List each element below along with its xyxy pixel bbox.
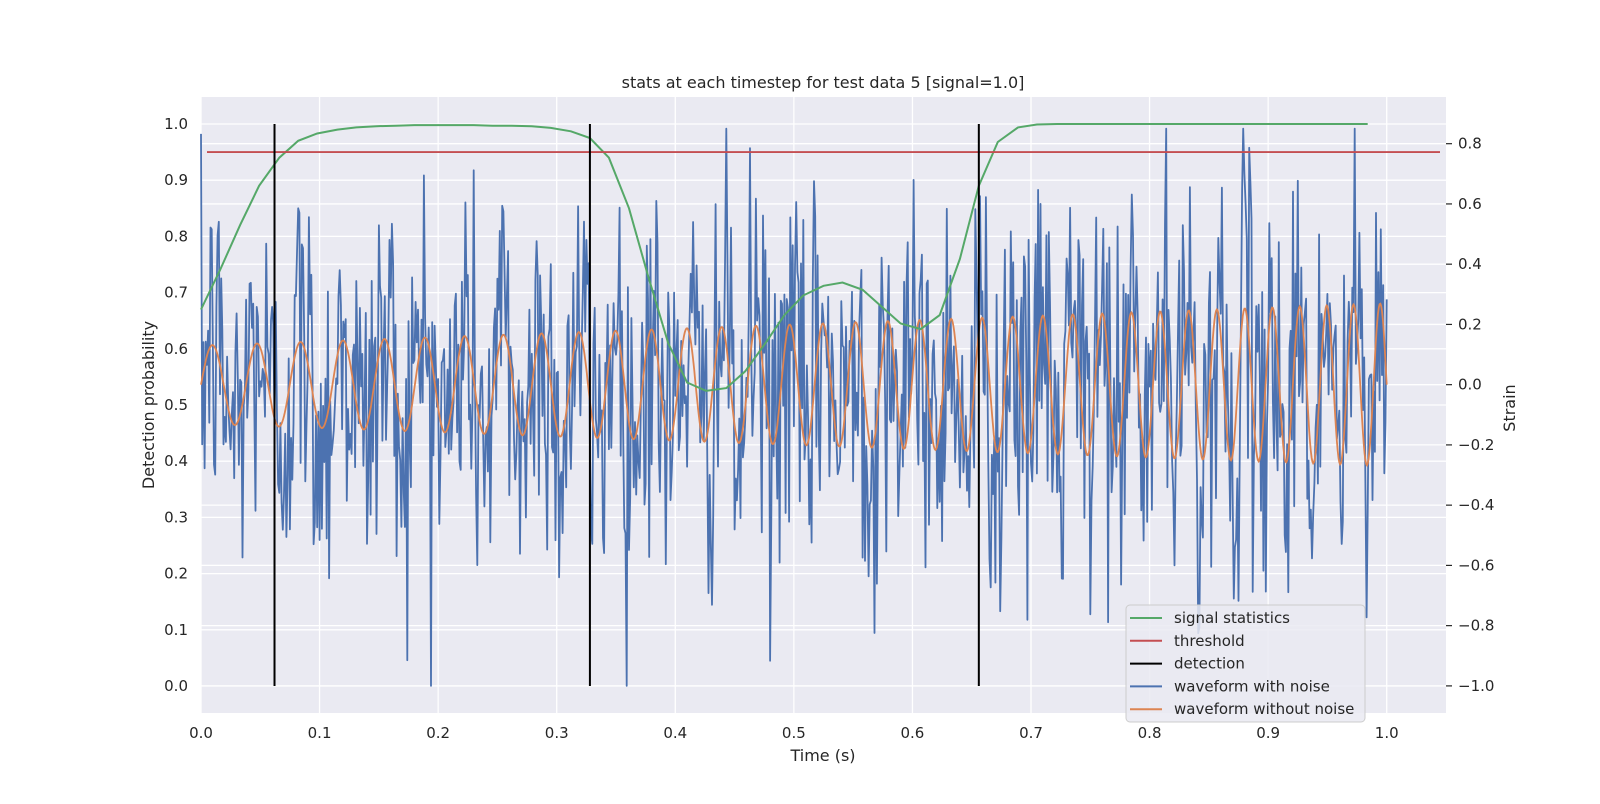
y-tick-label: 0.5: [164, 396, 188, 414]
x-tick-label: 0.5: [782, 724, 806, 742]
y2-tick-label: −0.8: [1458, 617, 1494, 635]
series-line-waveform-with-noise: [200, 127, 1388, 687]
y-tick-label: 1.0: [164, 115, 188, 133]
legend-label: detection: [1174, 655, 1245, 673]
chart-title: stats at each timestep for test data 5 […: [622, 73, 1025, 92]
x-tick-label: 0.9: [1256, 724, 1280, 742]
y2-tick-label: −0.6: [1458, 556, 1494, 574]
axis-layer: 0.0 0.1 0.2 0.3 0.4 0.5 0.6 0.7 0.8 0.9 1.0 0.0 0.1 0…: [164, 115, 1494, 742]
x-tick-label: 0.3: [545, 724, 569, 742]
y-tick-label: 0.0: [164, 677, 188, 695]
legend-label: threshold: [1174, 632, 1245, 650]
legend-label: waveform without noise: [1174, 700, 1354, 718]
x-tick-label: 1.0: [1375, 724, 1399, 742]
x-tick-label: 0.0: [189, 724, 213, 742]
y-tick-label: 0.4: [164, 452, 188, 470]
x-tick-label: 0.1: [308, 724, 332, 742]
x-axis-label: Time (s): [789, 746, 855, 765]
legend: signal statistics threshold detection wavef…: [1125, 604, 1366, 723]
y2-axis-label: Strain: [1500, 384, 1519, 431]
series-line-waveform-without-noise: [200, 302, 1388, 468]
legend-label: waveform with noise: [1174, 677, 1330, 695]
y2-tick-label: 0.8: [1458, 135, 1482, 153]
y-tick-label: 0.8: [164, 227, 188, 245]
y2-tick-label: 0.4: [1458, 255, 1482, 273]
x-tick-label: 0.8: [1138, 724, 1162, 742]
series-layer: [200, 123, 1440, 687]
x-tick-label: 0.7: [1019, 724, 1043, 742]
x-tick-label: 0.4: [663, 724, 687, 742]
y-tick-label: 0.3: [164, 508, 188, 526]
x-tick-label: 0.2: [426, 724, 450, 742]
y2-tick-label: −0.2: [1458, 436, 1494, 454]
y2-tick-label: 0.2: [1458, 315, 1482, 333]
y-tick-label: 0.7: [164, 284, 188, 302]
y-tick-label: 0.1: [164, 621, 188, 639]
y-axis-label: Detection probability: [139, 321, 158, 489]
y2-tick-label: −0.4: [1458, 496, 1494, 514]
legend-box: [1125, 604, 1366, 723]
y-tick-label: 0.2: [164, 565, 188, 583]
y2-tick-label: −1.0: [1458, 677, 1494, 695]
x-tick-label: 0.6: [900, 724, 924, 742]
y2-tick-label: 0.6: [1458, 195, 1482, 213]
y2-tick-label: 0.0: [1458, 376, 1482, 394]
y-tick-label: 0.6: [164, 340, 188, 358]
legend-label: signal statistics: [1174, 609, 1290, 627]
y-tick-label: 0.9: [164, 171, 188, 189]
series-line-signal-statistics: [200, 123, 1368, 392]
